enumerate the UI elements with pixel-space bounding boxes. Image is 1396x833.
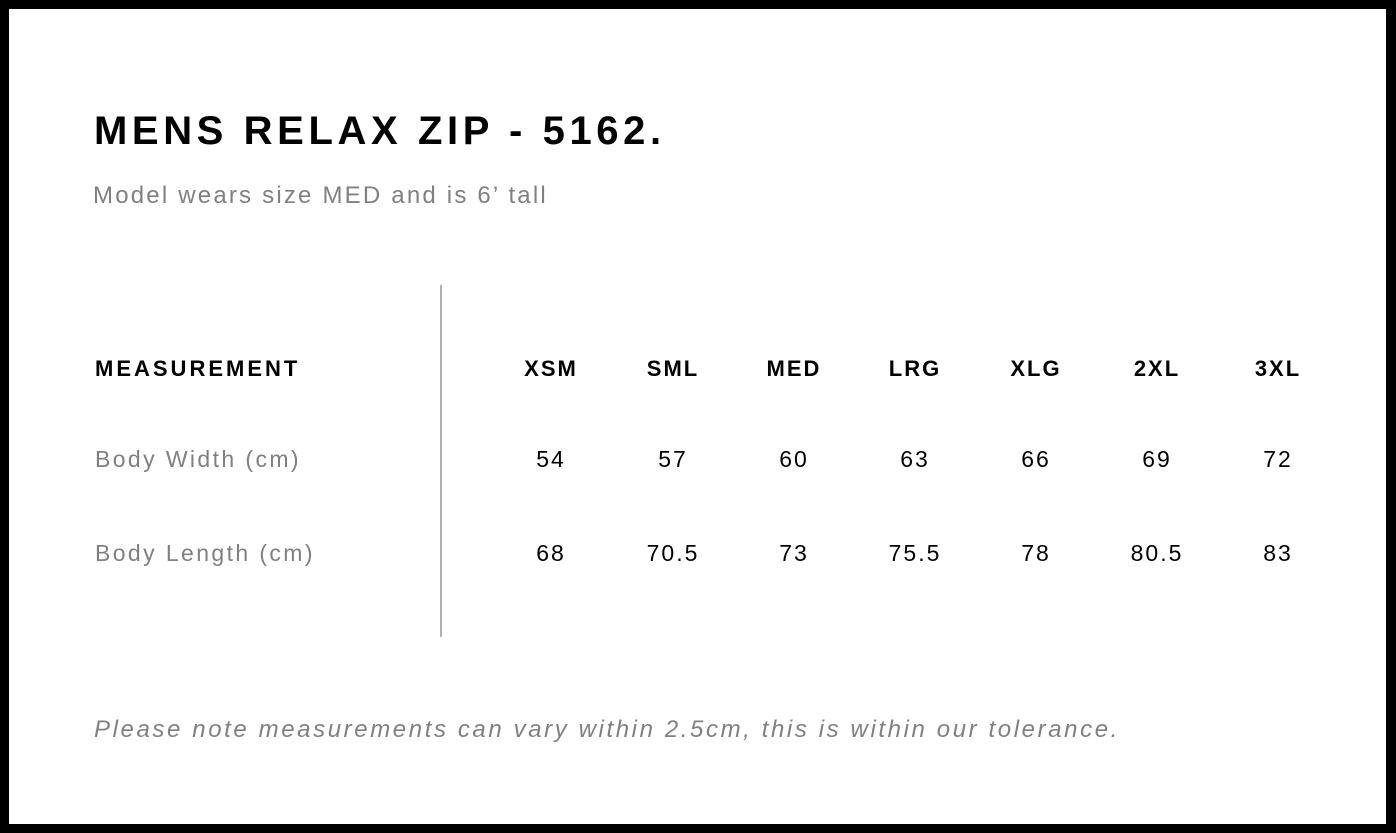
header-size: MED xyxy=(766,356,822,381)
table-cell: 68 xyxy=(536,540,566,566)
table-cell: 57 xyxy=(658,446,688,472)
column-divider xyxy=(440,285,442,637)
row-label: Body Length (cm) xyxy=(95,540,315,566)
table-cell: 73 xyxy=(779,540,809,566)
table-cell: 70.5 xyxy=(646,540,700,566)
table-cell: 72 xyxy=(1263,446,1293,472)
table-cell: 60 xyxy=(779,446,809,472)
subtitle: Model wears size MED and is 6’ tall xyxy=(93,182,548,209)
header-size: 3XL xyxy=(1254,356,1302,381)
header-size: SML xyxy=(646,356,700,381)
table-cell: 80.5 xyxy=(1130,540,1184,566)
table-cell: 54 xyxy=(536,446,566,472)
header-measurement: MEASUREMENT xyxy=(95,356,301,381)
table-cell: 66 xyxy=(1021,446,1051,472)
table-cell: 75.5 xyxy=(888,540,942,566)
size-chart-card: MENS RELAX ZIP - 5162. Model wears size … xyxy=(9,9,1386,824)
header-size: XSM xyxy=(524,356,578,381)
row-label: Body Width (cm) xyxy=(95,446,301,472)
header-size: XLG xyxy=(1010,356,1062,381)
header-size: LRG xyxy=(888,356,942,381)
header-size: 2XL xyxy=(1133,356,1181,381)
table-cell: 78 xyxy=(1021,540,1051,566)
page-title: MENS RELAX ZIP - 5162. xyxy=(94,109,666,153)
tolerance-note: Please note measurements can vary within… xyxy=(94,716,1120,743)
table-cell: 69 xyxy=(1142,446,1172,472)
table-cell: 63 xyxy=(900,446,930,472)
table-cell: 83 xyxy=(1263,540,1293,566)
